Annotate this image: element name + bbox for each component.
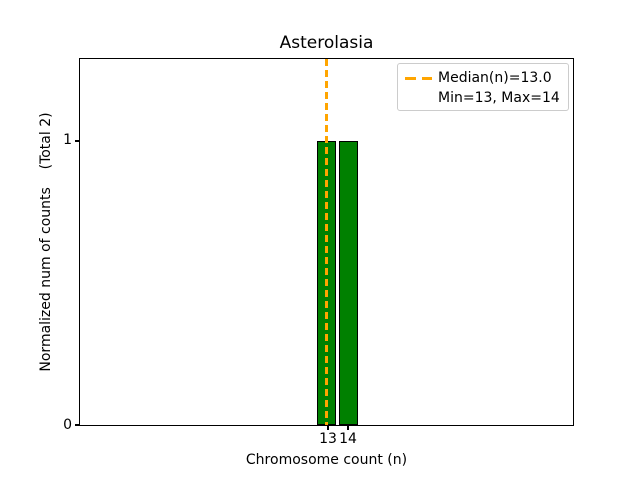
x-tick-label-13: 13 <box>319 431 337 447</box>
y-tick-label-0: 0 <box>63 417 72 433</box>
chart-title: Asterolasia <box>279 33 374 53</box>
legend-label-minmax: Min=13, Max=14 <box>438 90 560 106</box>
x-tick-mark-14 <box>347 426 349 430</box>
y-tick-mark-1 <box>75 140 79 142</box>
legend-entry-median: Median(n)=13.0 <box>405 68 562 88</box>
legend-label-median: Median(n)=13.0 <box>438 70 552 86</box>
y-axis-label: Normalized num of counts (Total 2) <box>38 112 54 372</box>
histogram-bar-14 <box>339 141 358 425</box>
legend: Median(n)=13.0 Min=13, Max=14 <box>397 63 569 111</box>
dashed-line-icon <box>405 76 432 80</box>
median-line <box>325 59 328 425</box>
x-tick-mark-13 <box>327 426 329 430</box>
y-tick-label-1: 1 <box>63 132 72 148</box>
plot-area: Median(n)=13.0 Min=13, Max=14 <box>79 58 574 426</box>
x-tick-label-14: 14 <box>339 431 357 447</box>
x-axis-label: Chromosome count (n) <box>245 452 408 468</box>
legend-entry-minmax: Min=13, Max=14 <box>405 88 562 108</box>
y-tick-mark-0 <box>75 424 79 426</box>
